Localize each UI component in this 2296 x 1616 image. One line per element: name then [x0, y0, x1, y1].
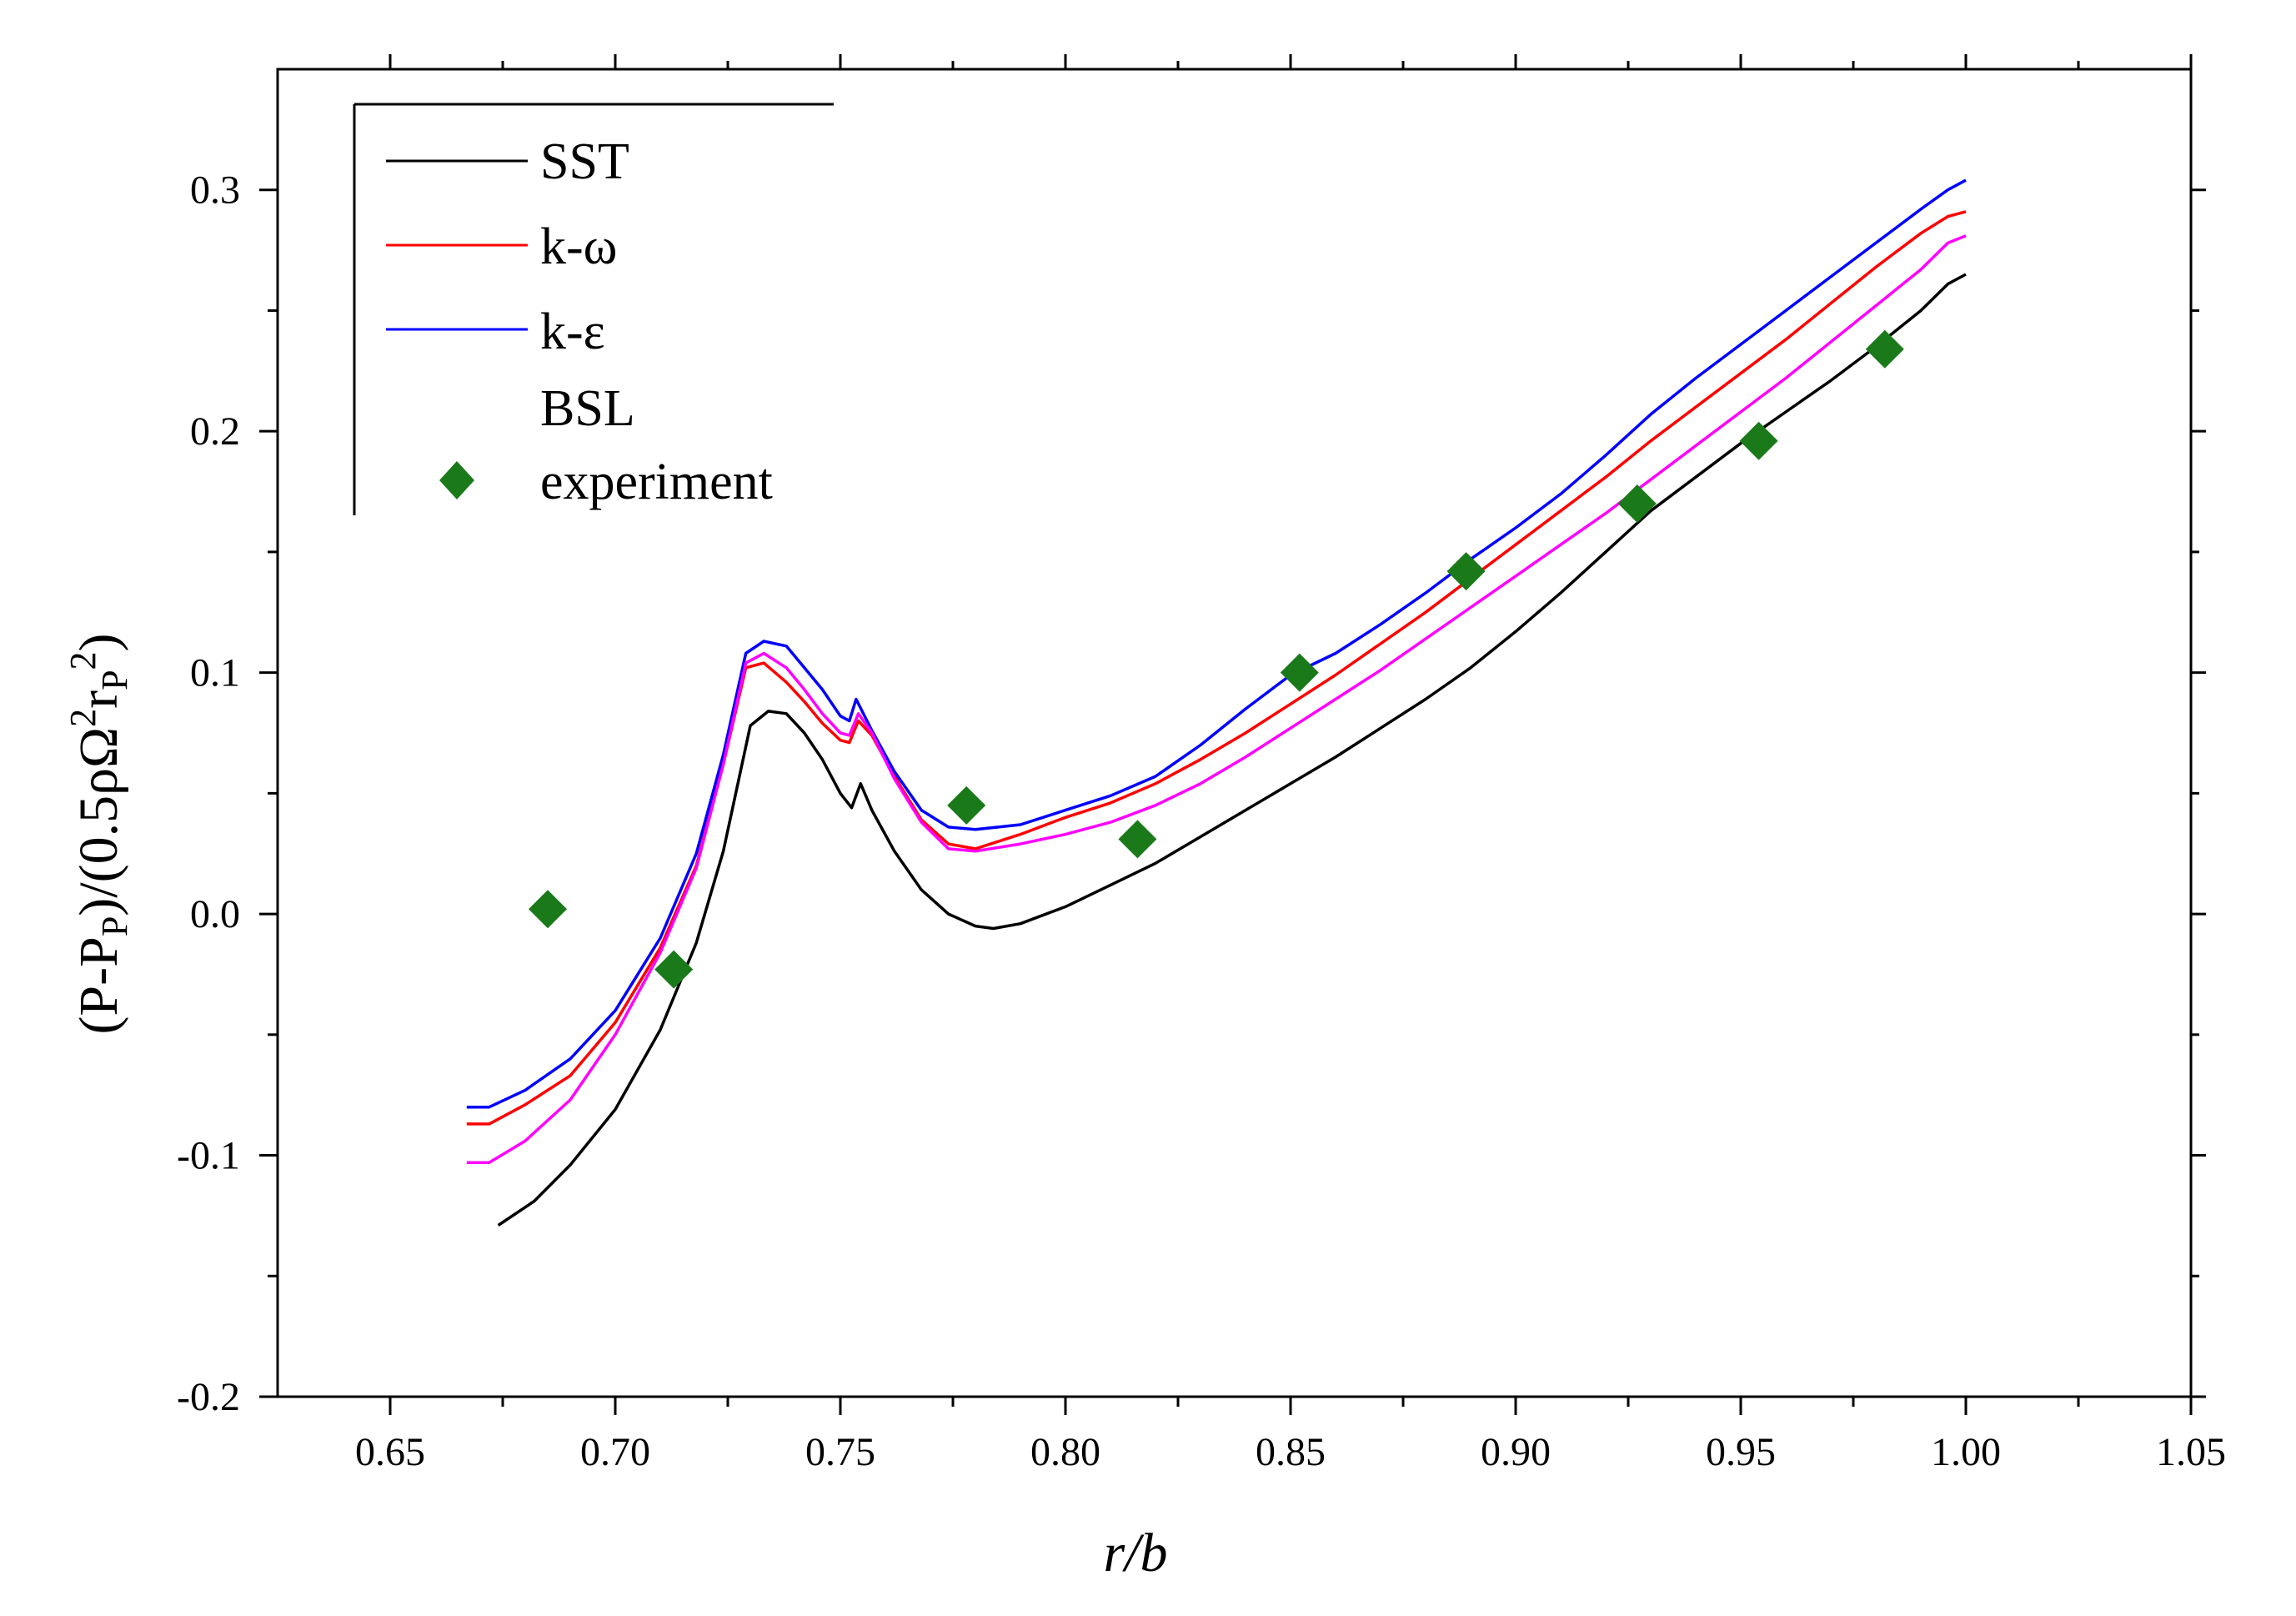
legend-kw-label: k-ω	[540, 218, 617, 275]
y-tick-label: -0.1	[177, 1134, 240, 1178]
series-line-k-ω	[466, 210, 1967, 1126]
x-tick-label: 1.00	[1931, 1430, 2001, 1474]
legend-ke-label: k-ε	[540, 304, 605, 360]
x-tick-label: 0.95	[1706, 1430, 1776, 1474]
plot-markers	[529, 329, 1904, 989]
plot-lines	[466, 178, 1967, 1227]
axes: 0.65 0.70 0.75 0.80 0.85 0.90 0.95 1.00 1.05 -0.2…	[177, 54, 2226, 1474]
experiment-point	[1617, 484, 1657, 524]
experiment-point	[1865, 329, 1904, 369]
x-tick-label: 1.05	[2156, 1430, 2226, 1474]
experiment-point	[654, 950, 694, 989]
x-tick-label: 0.65	[355, 1430, 425, 1474]
y-tick-label: -0.2	[177, 1375, 240, 1419]
svg-text:(P-PP)/(0.5ρΩ2rP2): (P-PP)/(0.5ρΩ2rP2)	[63, 633, 135, 1034]
series-line-BSL	[466, 234, 1967, 1164]
x-tick-label: 0.70	[580, 1430, 650, 1474]
experiment-point	[1446, 552, 1486, 591]
y-tick-label: 0.0	[190, 892, 240, 936]
y-tick-label: 0.2	[190, 409, 240, 454]
series-line-k-ε	[466, 178, 1967, 1109]
x-tick-label: 0.90	[1481, 1430, 1551, 1474]
x-tick-label: 0.75	[805, 1430, 875, 1474]
y-tick-label: 0.3	[190, 168, 240, 213]
legend-experiment-marker	[439, 461, 474, 499]
y-tick-label: 0.1	[190, 651, 240, 695]
legend: SST k-ω k-ε BSL experiment	[353, 103, 834, 515]
y-axis-title: (P-PP)/(0.5ρΩ2rP2)	[63, 633, 135, 1034]
series-line-SST	[497, 273, 1967, 1227]
plot-frame	[276, 68, 2193, 1398]
x-axis-title: r/b	[1103, 1523, 1167, 1583]
experiment-point	[1118, 820, 1157, 859]
x-tick-label: 0.85	[1256, 1430, 1326, 1474]
legend-sst-label: SST	[540, 133, 629, 190]
experiment-point	[1739, 421, 1778, 460]
legend-experiment-label: experiment	[540, 454, 773, 510]
experiment-point	[947, 785, 986, 825]
experiment-point	[1280, 653, 1319, 692]
x-tick-label: 0.80	[1030, 1430, 1100, 1474]
experiment-point	[529, 890, 567, 929]
legend-bsl-label: BSL	[540, 380, 635, 437]
